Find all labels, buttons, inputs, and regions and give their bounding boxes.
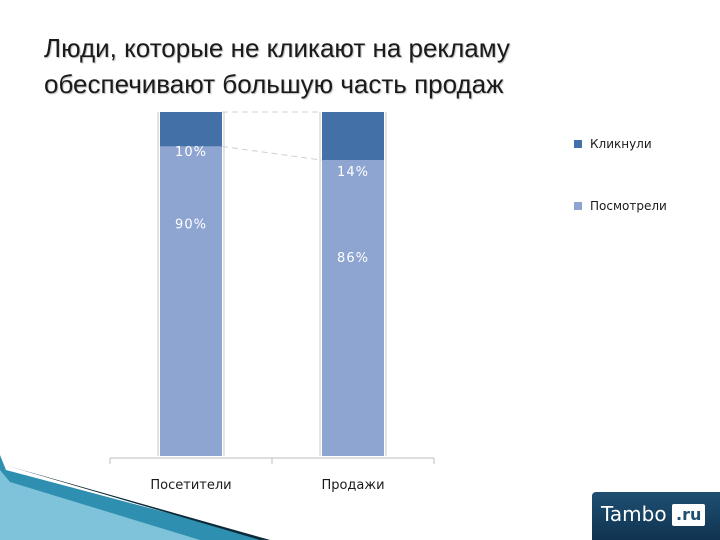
data-label: 86% (337, 251, 369, 266)
corner-decoration-light (0, 470, 200, 540)
bar-segment-clicked-1 (160, 112, 222, 147)
series-connector-line (221, 145, 323, 161)
bar-segment-clicked-2 (322, 112, 384, 161)
corner-decoration (0, 455, 270, 540)
bar-segment-viewed-2 (322, 160, 384, 456)
legend-swatch (574, 202, 582, 210)
logo-text: Tambo (601, 502, 667, 526)
legend-label: Посмотрели (590, 199, 667, 213)
slide-title: Люди, которые не кликают на рекламу обес… (44, 30, 704, 102)
x-tick-label: Посетители (150, 478, 231, 493)
legend-swatch (574, 140, 582, 148)
x-tick-label: Продажи (321, 478, 384, 493)
corner-decoration-dark (8, 466, 270, 540)
data-label: 14% (337, 165, 369, 180)
slide-title-line1: Люди, которые не кликают на рекламу (44, 33, 510, 63)
legend-label: Кликнули (590, 137, 652, 151)
logo-suffix: .ru (672, 504, 706, 526)
data-label: 10% (175, 145, 207, 160)
tambo-logo: Tambo .ru (592, 492, 720, 540)
slide-title-line2: обеспечивают большую часть продаж (44, 69, 504, 99)
bar-segment-viewed-1 (160, 146, 222, 456)
data-label: 90% (175, 217, 207, 232)
